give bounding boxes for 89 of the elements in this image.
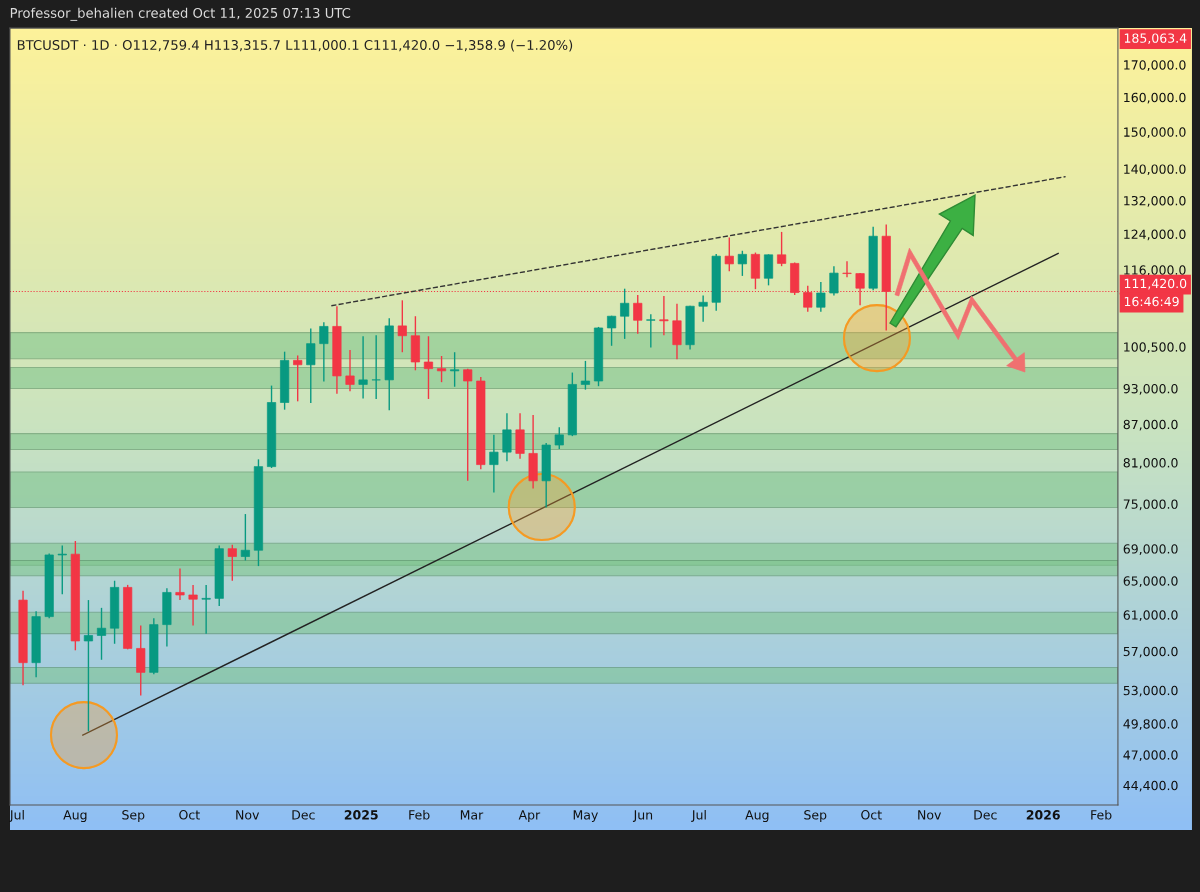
text: BTCUSDT · 1D · O112,759.4 H113,315.7 L111,000.1 C111,420.0 −1,358.9 (−1.20%) xyxy=(17,39,573,52)
y-tick-label: 93,000.0 xyxy=(1123,383,1178,395)
text: 185,063.4 xyxy=(1124,33,1187,45)
x-tick-label: Feb xyxy=(1091,809,1112,820)
candlestick xyxy=(698,294,708,323)
candlestick xyxy=(554,426,564,450)
x-tick-label: Dec xyxy=(974,810,997,820)
candlestick xyxy=(371,334,381,400)
candlestick xyxy=(580,360,590,391)
candlestick xyxy=(123,584,133,651)
candlestick xyxy=(410,315,420,372)
candlestick xyxy=(358,335,368,400)
ref-line-label: 111,420.0 xyxy=(1124,278,1187,290)
candlestick xyxy=(44,552,54,620)
y-tick-label: 61,000.0 xyxy=(1123,610,1178,622)
x-tick-label: Apr xyxy=(518,810,541,822)
x-tick-label: 2025 xyxy=(344,810,378,820)
candlestick xyxy=(83,599,93,733)
candlestick xyxy=(724,236,734,272)
candlestick xyxy=(57,544,67,595)
candlestick xyxy=(607,315,617,347)
candlestick xyxy=(829,265,839,297)
candlestick xyxy=(175,567,185,601)
candlestick xyxy=(345,349,355,393)
x-tick-label: Nov xyxy=(236,810,260,820)
y-tick-label: 140,000.0 xyxy=(1124,164,1186,176)
x-tick-label: Mar xyxy=(460,810,484,820)
x-tick-label: Nov xyxy=(918,810,942,820)
candlestick xyxy=(842,260,852,279)
candlestick xyxy=(214,544,224,607)
candlestick xyxy=(489,434,499,494)
x-tick-label: Sep xyxy=(122,810,145,822)
x-tick-label: Aug xyxy=(63,810,87,822)
y-tick-label: 47,000.0 xyxy=(1123,750,1178,761)
candlestick xyxy=(437,355,447,383)
candlestick xyxy=(306,327,316,404)
y-tick-label: 124,000.0 xyxy=(1124,229,1186,241)
y-tick-label: 170,000.0 xyxy=(1124,60,1186,71)
y-tick-label: 81,000.0 xyxy=(1123,458,1178,469)
y-tick-label: 44,400.0 xyxy=(1123,780,1178,792)
x-tick-label: Dec xyxy=(292,810,315,820)
x-tick-label: Oct xyxy=(179,810,200,820)
x-tick-label: Jun xyxy=(632,810,653,822)
candlestick xyxy=(777,231,787,267)
candlestick xyxy=(593,326,604,387)
candlestick xyxy=(201,584,211,635)
candlestick xyxy=(136,624,146,697)
candlestick xyxy=(567,371,577,437)
x-tick-label: Aug xyxy=(745,810,769,822)
candlestick xyxy=(293,354,303,403)
y-tick-label: 160,000.0 xyxy=(1124,92,1186,104)
y-tick-label: 65,000.0 xyxy=(1123,576,1178,587)
x-tick-label: Sep xyxy=(804,810,827,822)
candlestick xyxy=(423,335,434,400)
candlestick xyxy=(659,295,669,336)
y-tick-label: 116,000.0 xyxy=(1124,265,1186,277)
candlestick xyxy=(816,281,826,313)
candlestick xyxy=(188,584,198,627)
y-tick-label: 100,500.0 xyxy=(1124,342,1186,354)
candlestick xyxy=(711,253,721,312)
y-tick-label: 150,000.0 xyxy=(1124,127,1186,139)
candlestick xyxy=(450,351,460,388)
y-tick-label: 75,000.0 xyxy=(1123,499,1178,511)
candlestick xyxy=(646,313,656,349)
candlestick xyxy=(463,367,473,482)
candlestick xyxy=(633,294,643,335)
y-tick-label: 53,000.0 xyxy=(1123,685,1178,697)
x-tick-label: Jul xyxy=(691,809,706,822)
candlestick xyxy=(476,376,486,470)
text: 16:46:49 xyxy=(1124,296,1179,307)
candlestick xyxy=(515,412,525,460)
candlestick xyxy=(737,250,747,277)
candlestick xyxy=(227,544,237,582)
candlestick xyxy=(763,253,774,287)
y-tick-label: 57,000.0 xyxy=(1123,646,1178,658)
x-tick-label: Oct xyxy=(861,810,882,820)
x-tick-label: 2026 xyxy=(1026,810,1060,820)
candlestick xyxy=(397,299,407,353)
x-tick-label: May xyxy=(573,810,598,822)
candlestick xyxy=(620,288,630,340)
y-tick-label: 69,000.0 xyxy=(1123,544,1178,555)
candlestick xyxy=(384,317,394,411)
candlestick xyxy=(750,251,760,290)
y-tick-label: 87,000.0 xyxy=(1123,419,1178,431)
y-tick-label: 49,800.0 xyxy=(1123,719,1178,730)
chart-subtitle: Professor_behalien created Oct 11, 2025 07:13 UTC xyxy=(10,7,351,21)
candlestick xyxy=(502,412,512,463)
x-tick-label: Feb xyxy=(409,809,430,820)
y-tick-label: 132,000.0 xyxy=(1124,195,1186,207)
